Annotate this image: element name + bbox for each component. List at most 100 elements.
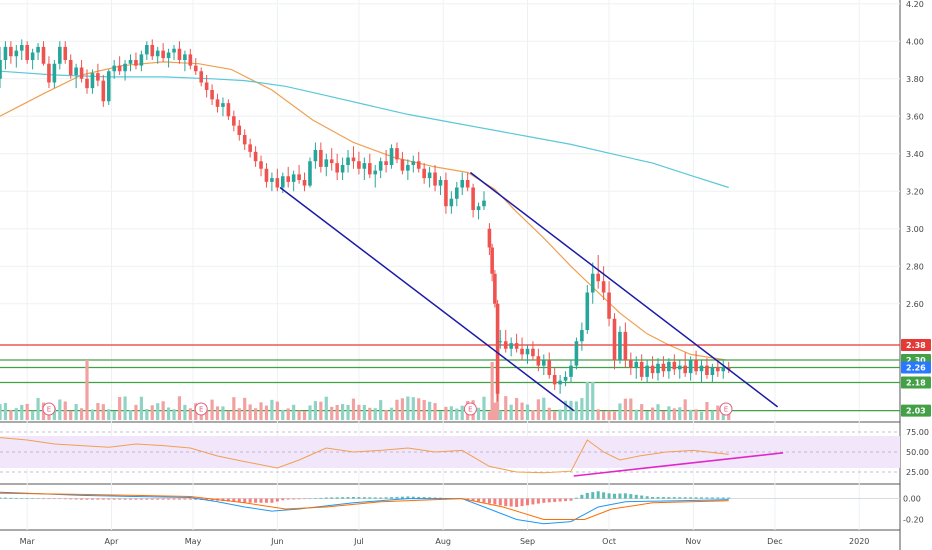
macd-line[interactable] xyxy=(0,491,729,525)
candle[interactable] xyxy=(683,352,687,377)
rsi-line[interactable] xyxy=(0,437,729,474)
candle[interactable] xyxy=(590,262,595,304)
candle[interactable] xyxy=(574,337,579,370)
candle[interactable] xyxy=(106,69,111,105)
candle[interactable] xyxy=(536,348,541,372)
candle[interactable] xyxy=(329,148,334,171)
candle[interactable] xyxy=(41,41,46,66)
candle[interactable] xyxy=(248,138,252,158)
candle[interactable] xyxy=(373,165,378,188)
candle[interactable] xyxy=(139,50,144,72)
candle[interactable] xyxy=(509,337,513,357)
earnings-marker[interactable]: E xyxy=(42,402,56,416)
candle[interactable] xyxy=(601,266,606,300)
candle[interactable] xyxy=(101,75,106,107)
candle[interactable] xyxy=(677,360,682,379)
candle[interactable] xyxy=(150,39,155,60)
candle[interactable] xyxy=(471,183,475,218)
candle[interactable] xyxy=(460,172,465,196)
candle[interactable] xyxy=(96,63,100,87)
trendline[interactable] xyxy=(469,171,779,408)
candle[interactable] xyxy=(270,172,274,192)
candle[interactable] xyxy=(145,41,149,60)
candle[interactable] xyxy=(493,270,497,308)
candle[interactable] xyxy=(487,223,492,255)
macd-pane[interactable] xyxy=(0,491,900,525)
price-axis[interactable]: 4.20 4.00 3.80 3.60 3.40 3.20 3.00 2.80 2.60 75.0… xyxy=(903,0,929,525)
candle[interactable] xyxy=(454,181,459,207)
candle[interactable] xyxy=(215,93,220,113)
earnings-marker[interactable]: E xyxy=(719,402,733,416)
candle[interactable] xyxy=(128,54,133,72)
candle[interactable] xyxy=(656,358,660,381)
candle[interactable] xyxy=(308,157,312,188)
candle[interactable] xyxy=(166,48,171,68)
candle[interactable] xyxy=(232,110,236,132)
candle[interactable] xyxy=(188,48,193,70)
candle[interactable] xyxy=(612,313,617,370)
rsi-divergence-line[interactable] xyxy=(573,452,784,477)
candle[interactable] xyxy=(199,67,204,87)
candle[interactable] xyxy=(19,39,24,60)
candle[interactable] xyxy=(547,352,552,379)
candle[interactable] xyxy=(68,54,73,79)
candle[interactable] xyxy=(362,157,367,181)
candle[interactable] xyxy=(688,356,693,381)
candle[interactable] xyxy=(585,285,590,334)
candle[interactable] xyxy=(498,330,503,349)
candle[interactable] xyxy=(259,155,263,177)
candle[interactable] xyxy=(699,360,704,383)
candle[interactable] xyxy=(618,326,622,364)
candle[interactable] xyxy=(226,99,231,120)
candle[interactable] xyxy=(569,360,573,383)
candle[interactable] xyxy=(411,155,416,173)
candle[interactable] xyxy=(291,170,296,192)
candle[interactable] xyxy=(427,166,432,188)
candle[interactable] xyxy=(242,129,247,150)
candle[interactable] xyxy=(177,41,182,64)
candle[interactable] xyxy=(639,354,644,381)
candle[interactable] xyxy=(596,255,600,289)
candle[interactable] xyxy=(444,172,448,214)
candle[interactable] xyxy=(558,375,562,394)
candle[interactable] xyxy=(623,322,628,368)
horizontal-levels[interactable] xyxy=(0,344,900,412)
candle[interactable] xyxy=(221,97,225,117)
candle[interactable] xyxy=(117,56,122,75)
earnings-marker[interactable]: E xyxy=(194,402,208,416)
candle[interactable] xyxy=(14,45,19,68)
candle[interactable] xyxy=(531,341,535,360)
candle[interactable] xyxy=(667,358,671,379)
candle[interactable] xyxy=(490,243,494,282)
trendlines[interactable] xyxy=(279,171,779,412)
candle[interactable] xyxy=(52,60,57,89)
candle[interactable] xyxy=(74,63,78,89)
candle[interactable] xyxy=(286,166,291,188)
candle[interactable] xyxy=(79,60,84,83)
candle[interactable] xyxy=(525,345,530,364)
candle[interactable] xyxy=(476,202,481,220)
candle[interactable] xyxy=(726,361,731,374)
time-axis[interactable]: Mar Apr May Jun Jul Aug Sep Oct Nov Dec 2020 xyxy=(20,537,870,546)
candle[interactable] xyxy=(433,165,437,192)
candle[interactable] xyxy=(134,52,138,70)
candle[interactable] xyxy=(580,322,584,351)
candle[interactable] xyxy=(552,367,557,391)
candle[interactable] xyxy=(645,360,649,383)
candle[interactable] xyxy=(210,84,214,105)
candle[interactable] xyxy=(340,157,345,181)
candle[interactable] xyxy=(172,45,176,60)
candle[interactable] xyxy=(367,153,372,179)
candle[interactable] xyxy=(204,75,209,98)
candle[interactable] xyxy=(416,151,421,173)
candle[interactable] xyxy=(449,191,454,214)
candle[interactable] xyxy=(672,354,677,375)
candle[interactable] xyxy=(661,356,666,377)
candle[interactable] xyxy=(112,60,116,79)
candle[interactable] xyxy=(384,150,388,173)
candle[interactable] xyxy=(25,41,29,64)
candle[interactable] xyxy=(422,163,426,184)
candle[interactable] xyxy=(563,371,568,387)
candle[interactable] xyxy=(378,157,383,179)
